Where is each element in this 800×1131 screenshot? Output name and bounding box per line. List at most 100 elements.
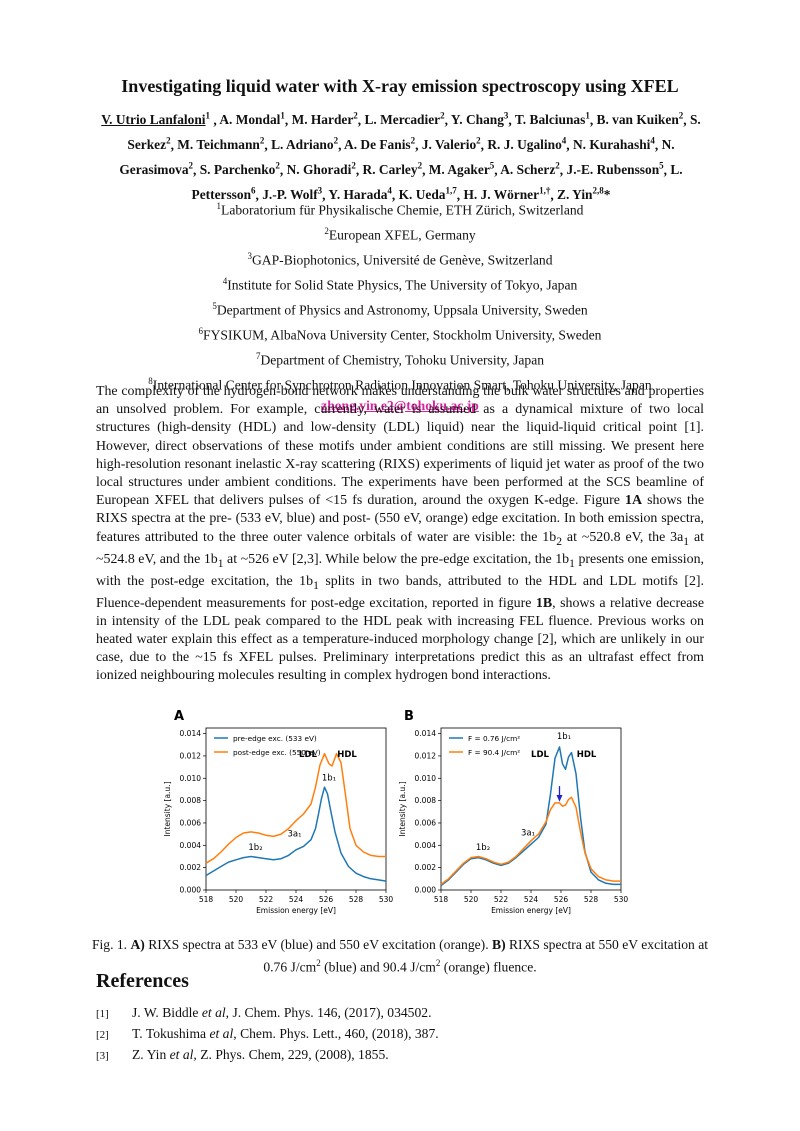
y-axis-label: Intensity [a.u.] [163,781,172,836]
peak-annotation: 3a₁ [521,828,535,838]
y-tick-label: 0.004 [415,841,437,850]
reference-item: [3] Z. Yin et al, Z. Phys. Chem, 229, (20… [96,1047,389,1062]
panel-label: B [404,709,414,724]
y-tick-label: 0.012 [180,751,202,760]
paper-title: Investigating liquid water with X-ray em… [121,76,679,96]
y-tick-label: 0.006 [415,818,437,827]
x-tick-label: 526 [319,895,334,904]
panel-label: A [174,709,184,724]
author-name: T. Balciunas1 [514,111,590,128]
author-name: M. Harder2 [291,111,358,128]
author-name: A. De Fanis2 [344,135,416,153]
author-name: R. Carley2 [362,160,423,178]
author-name: L. Pettersson6 [191,162,683,203]
y-tick-label: 0.006 [180,818,202,827]
author-name: J.-E. Rubensson5 [566,160,664,178]
x-tick-label: 518 [199,895,214,904]
abstract: The complexity of the hydrogen-bond netw… [96,383,704,686]
x-tick-label: 522 [259,895,274,904]
y-tick-label: 0.008 [415,796,437,805]
peak-annotation: HDL [577,750,597,760]
legend-label: post-edge exc. (550 eV) [233,748,321,757]
x-tick-label: 524 [524,895,539,904]
x-tick-label: 520 [464,895,479,904]
x-tick-label: 528 [349,895,364,904]
peak-annotation: LDL [299,750,317,760]
series-line [205,786,387,882]
reference-list: [1] J. W. Biddle et al, J. Chem. Phys. 14… [96,1003,716,1066]
author-name: N. Ghoradi2 [286,160,356,178]
y-tick-label: 0.000 [180,886,202,895]
x-tick-label: 528 [584,895,599,904]
legend-label: F = 0.76 J/cm² [468,734,520,743]
x-tick-label: 522 [494,895,509,904]
author-name: B. van Kuiken2 [596,111,684,128]
legend-label: pre-edge exc. (533 eV) [233,734,317,743]
arrow-head [556,795,563,802]
author-name: A. Mondal1 [219,111,285,128]
x-tick-label: 520 [229,895,244,904]
series-line [440,796,621,886]
peak-annotation: LDL [531,750,549,760]
author-name: M. Agaker5 [428,160,495,178]
affiliation-item: 8International Center for Synchrotron Ra… [148,375,652,393]
x-axis-label: Emission energy [eV] [491,906,571,915]
author-name: N. Kurahashi4 [572,135,655,153]
references-heading: References [96,970,189,992]
author-name: V. Utrio Lanfaloni1 [101,111,211,128]
affiliation-item: 4Institute for Solid State Physics, The … [222,275,578,293]
abstract-paragraph: The complexity of the hydrogen-bond netw… [96,384,705,684]
author-name: Y. Harada4 [328,185,392,203]
affiliation-item: 1Laboratorium für Physikalische Chemie, … [216,201,584,218]
x-tick-label: 530 [379,895,394,904]
peak-annotation: 1b₁ [322,774,336,784]
peak-annotation: HDL [337,750,357,760]
author-name: N. Gerasimova2 [119,137,675,178]
peak-annotation: 1b₂ [476,843,490,853]
y-tick-label: 0.012 [415,751,437,760]
author-list: V. Utrio Lanfaloni1 , A. Mondal1, M. Har… [101,111,701,203]
legend-label: F = 90.4 J/cm² [468,748,520,757]
figure-caption: Fig. 1. A) RIXS spectra at 533 eV (blue)… [91,937,709,975]
author-name: Z. Yin2,8* [557,185,611,203]
affiliation-item: 6FYSIKUM, AlbaNova University Center, St… [198,325,602,343]
affiliation-list: 1Laboratorium für Physikalische Chemie, … [0,196,800,416]
series-line [205,752,386,864]
x-tick-label: 518 [434,895,449,904]
reference-item: [1] J. W. Biddle et al, J. Chem. Phys. 14… [96,1005,432,1020]
author-name: Y. Chang3 [450,111,509,128]
peak-annotation: 1b₂ [248,843,262,853]
author-name: L. Mercadier2 [364,111,445,128]
author-name: S. Serkez2 [127,112,701,153]
y-axis-label: Intensity [a.u.] [398,781,407,836]
affiliation-item: 3GAP-Biophotonics, Université de Genève,… [247,250,553,268]
y-tick-label: 0.002 [415,863,437,872]
y-tick-label: 0.014 [180,729,202,738]
y-tick-label: 0.010 [415,774,437,783]
author-name: K. Ueda1,7 [398,185,457,203]
y-tick-label: 0.010 [180,774,202,783]
author-name: R. J. Ugalino4 [487,135,567,153]
reference-item: [2] T. Tokushima et al, Chem. Phys. Lett.… [96,1026,439,1041]
y-tick-label: 0.008 [180,796,202,805]
figure-1-svg: A 518 520 522 524 526 528 530 0.000 0.002 0.004 0.0… [163,709,629,915]
author-name: L. Adriano2 [271,135,339,153]
affiliation-item: 7Department of Chemistry, Tohoku Univers… [255,350,545,368]
peak-annotation: 1b₁ [557,732,571,742]
x-tick-label: 524 [289,895,304,904]
peak-annotation: 3a₁ [287,829,301,839]
y-tick-label: 0.004 [180,841,202,850]
author-name: M. Teichmann2 [177,135,265,153]
author-name: A. Scherz2 [500,160,560,178]
x-tick-label: 530 [614,895,629,904]
author-name: H. J. Wörner1,† [463,185,551,203]
corresponding-email-link[interactable]: zhong.yin.e2@tohoku.ac.jp [321,397,479,413]
y-tick-label: 0.014 [415,729,437,738]
x-tick-label: 526 [554,895,569,904]
series-line [440,746,621,887]
author-name: J.-P. Wolf3 [262,185,323,203]
affiliation-item: 2European XFEL, Germany [324,225,476,243]
author-name: S. Parchenko2 [199,160,280,178]
x-axis-label: Emission energy [eV] [256,906,336,915]
